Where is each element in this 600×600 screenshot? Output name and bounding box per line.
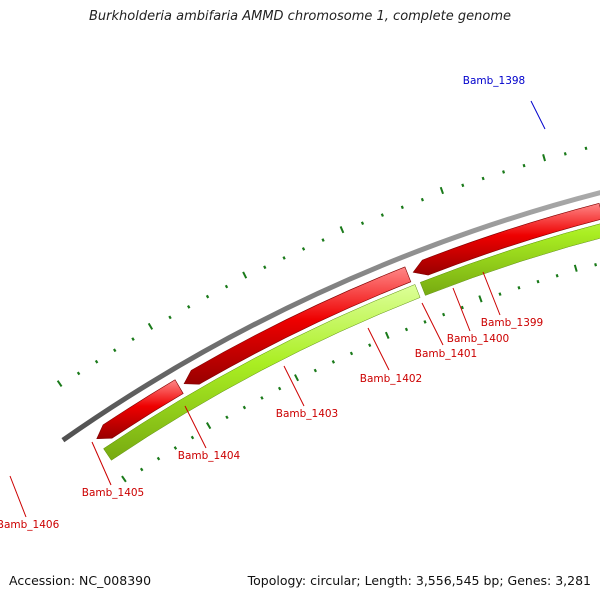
cds-band-2 (419, 223, 600, 296)
callout-line-bamb-1399 (482, 271, 501, 316)
gene-arrow-bamb-1406 (96, 379, 184, 440)
inner-major-tick (206, 422, 212, 430)
inner-minor-tick (594, 263, 598, 267)
inner-minor-tick (423, 320, 427, 324)
outer-minor-tick (563, 152, 567, 156)
outer-minor-tick (131, 337, 135, 341)
outer-minor-tick (113, 348, 117, 353)
inner-minor-tick (442, 312, 446, 317)
inner-minor-tick (190, 435, 195, 440)
inner-minor-tick (404, 327, 409, 332)
inner-minor-tick (460, 305, 464, 310)
inner-minor-tick (555, 274, 559, 278)
map-title: Burkholderia ambifaria AMMD chromosome 1… (88, 9, 512, 24)
genome-summary-text: Topology: circular; Length: 3,556,545 bp… (247, 573, 591, 588)
label-callouts: Bamb_1398 Bamb_1399 Bamb_1400 Bamb_1401 Bamb… (0, 75, 546, 531)
inner-minor-tick (156, 456, 161, 461)
inner-major-tick (121, 475, 127, 483)
callout-line-bamb-1404 (184, 405, 207, 449)
inner-minor-tick (331, 360, 335, 364)
outer-tick-ring (56, 146, 588, 388)
callout-line-bamb-1406 (9, 475, 27, 518)
outer-minor-tick (224, 284, 229, 289)
gene-label-bamb-1398: Bamb_1398 (463, 75, 526, 87)
outer-minor-tick (187, 305, 191, 309)
callout-line-bamb-1403 (283, 365, 305, 407)
gene-label-bamb-1400: Bamb_1400 (447, 333, 510, 345)
outer-minor-tick (76, 371, 81, 376)
inner-major-tick (573, 264, 578, 272)
outer-major-tick (439, 186, 444, 195)
outer-minor-tick (168, 315, 172, 320)
outer-minor-tick (400, 205, 404, 210)
outer-minor-tick (481, 176, 485, 181)
inner-minor-tick (139, 467, 144, 472)
outer-minor-tick (522, 163, 526, 168)
inner-minor-tick (242, 405, 247, 410)
outer-major-tick (56, 380, 63, 388)
inner-major-tick (384, 331, 390, 339)
gene-label-bamb-1404: Bamb_1404 (178, 450, 241, 462)
outer-minor-tick (420, 197, 424, 202)
outer-minor-tick (321, 238, 325, 242)
outer-minor-tick (380, 213, 384, 217)
gene-label-bamb-1399: Bamb_1399 (481, 317, 544, 329)
outer-minor-tick (263, 265, 267, 270)
inner-minor-tick (260, 396, 264, 400)
chromosome-backbone (61, 190, 600, 443)
accession-text: Accession: NC_008390 (9, 573, 152, 588)
outer-minor-tick (584, 146, 588, 151)
feature-track (96, 202, 600, 461)
inner-minor-tick (498, 292, 502, 296)
inner-minor-tick (517, 286, 521, 290)
outer-major-tick (542, 154, 546, 162)
inner-minor-tick (277, 386, 282, 391)
outer-minor-tick (205, 294, 210, 299)
outer-minor-tick (301, 247, 306, 251)
outer-major-tick (242, 271, 248, 279)
callout-line-bamb-1405 (91, 441, 112, 486)
backbone-arc (61, 190, 600, 443)
outer-minor-tick (282, 256, 286, 260)
inner-tick-ring (121, 263, 598, 483)
gene-label-bamb-1402: Bamb_1402 (360, 373, 423, 385)
callout-line-bamb-1400 (452, 287, 471, 332)
inner-minor-tick (536, 279, 540, 284)
outer-major-tick (339, 226, 345, 234)
inner-minor-tick (368, 343, 372, 348)
outer-major-tick (147, 322, 154, 330)
inner-minor-tick (225, 415, 229, 420)
callout-line-bamb-1398 (530, 100, 546, 130)
outer-minor-tick (461, 183, 465, 188)
gene-label-bamb-1405: Bamb_1405 (82, 487, 145, 499)
inner-major-tick (478, 295, 483, 303)
inner-minor-tick (313, 368, 317, 373)
outer-minor-tick (360, 221, 365, 225)
outer-minor-tick (94, 359, 99, 364)
gene-label-bamb-1401: Bamb_1401 (415, 348, 478, 360)
gene-arrow-bamb-1404 (412, 202, 600, 276)
gene-label-bamb-1403: Bamb_1403 (276, 408, 339, 420)
inner-major-tick (294, 374, 299, 382)
callout-line-bamb-1402 (367, 327, 390, 371)
cds-band-1 (103, 284, 421, 461)
inner-minor-tick (349, 351, 354, 356)
inner-minor-tick (173, 446, 178, 450)
callout-line-bamb-1401 (421, 302, 444, 346)
gene-arrow-bamb-1405 (183, 266, 412, 385)
gene-label-bamb-1406: Bamb_1406 (0, 519, 60, 531)
outer-minor-tick (502, 170, 506, 174)
